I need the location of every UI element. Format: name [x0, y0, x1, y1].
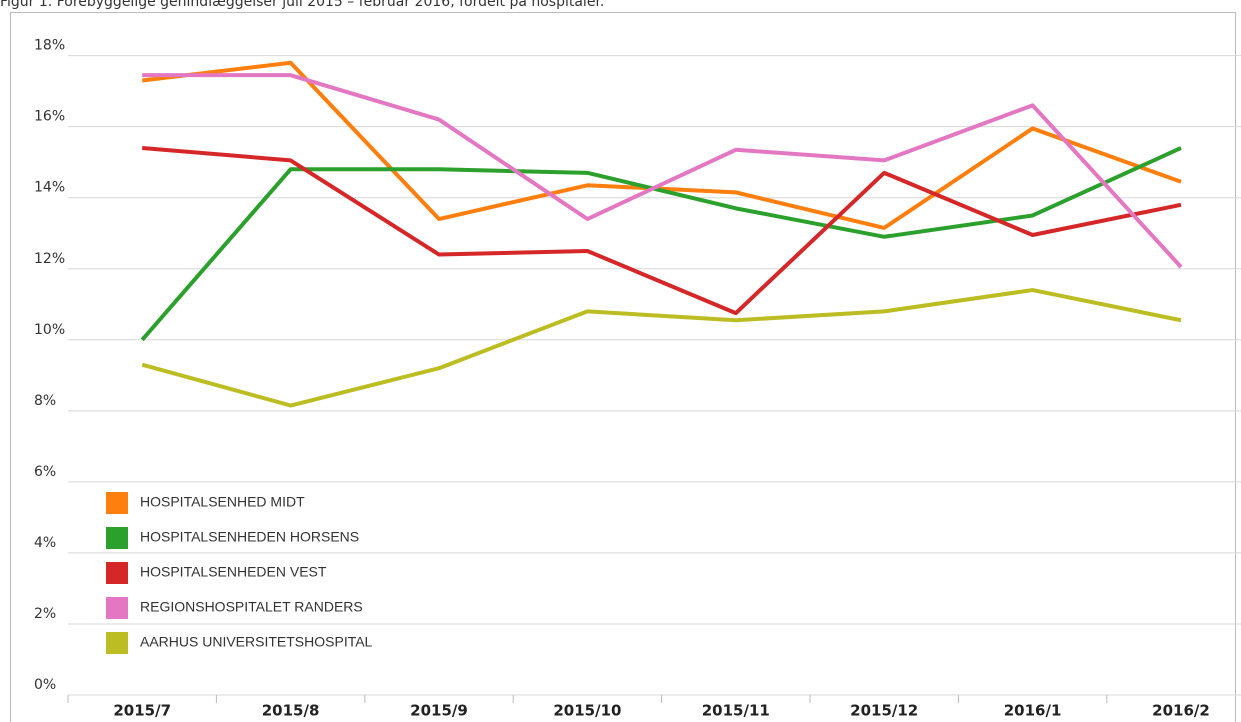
y-tick-label: 8%: [34, 393, 56, 409]
legend-swatch: [106, 527, 128, 549]
legend-label: HOSPITALSENHEDEN HORSENS: [140, 529, 359, 545]
series-line: [140, 146, 1182, 342]
legend-label: AARHUS UNIVERSITETSHOSPITAL: [140, 634, 373, 650]
x-tick-label: 2015/11: [702, 702, 770, 720]
x-tick-label: 2015/10: [553, 702, 621, 720]
legend-swatch: [106, 632, 128, 654]
x-tick-label: 2015/8: [262, 702, 320, 720]
series-line: [141, 60, 1182, 230]
chart-frame: [10, 12, 1236, 722]
legend-label: HOSPITALSENHEDEN VEST: [140, 564, 327, 580]
y-tick-label: 16%: [34, 109, 65, 125]
series-line: [142, 145, 1182, 316]
series-line: [141, 288, 1182, 408]
chart-title: Figur 1. Forebyggelige genindlæggelser j…: [0, 0, 604, 10]
y-tick-label: 12%: [34, 251, 65, 267]
x-tick-label: 2015/12: [850, 702, 918, 720]
legend-swatch: [106, 562, 128, 584]
y-tick-label: 6%: [34, 464, 56, 480]
legend-label: HOSPITALSENHED MIDT: [140, 494, 305, 510]
y-tick-label: 0%: [34, 677, 56, 693]
legend-swatch: [106, 597, 128, 619]
y-tick-label: 10%: [34, 322, 65, 338]
x-tick-label: 2016/1: [1004, 702, 1062, 720]
legend-swatch: [106, 492, 128, 514]
x-tick-label: 2015/9: [410, 702, 468, 720]
x-tick-label: 2016/2: [1152, 702, 1210, 720]
x-tick-label: 2015/7: [113, 702, 171, 720]
y-tick-label: 2%: [34, 606, 56, 622]
y-tick-label: 18%: [34, 38, 65, 54]
y-tick-label: 4%: [34, 535, 56, 551]
series-line: [142, 73, 1183, 269]
y-tick-label: 14%: [34, 180, 65, 196]
legend-label: REGIONSHOSPITALET RANDERS: [140, 599, 363, 615]
